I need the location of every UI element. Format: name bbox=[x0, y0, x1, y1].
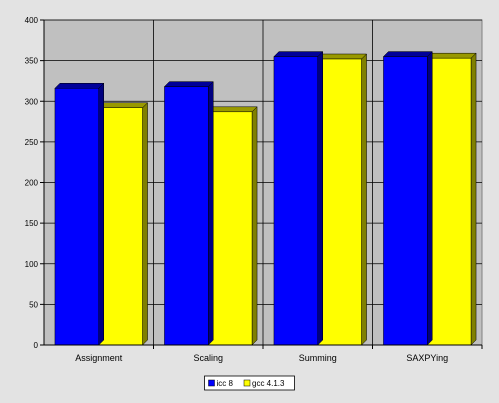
bar-top-face bbox=[54, 83, 105, 89]
bar-icc-8-assignment bbox=[54, 82, 105, 346]
bar-gcc-4.1.3-summing bbox=[317, 53, 368, 346]
bar-side-face bbox=[251, 106, 258, 346]
y-tick-label: 100 bbox=[25, 260, 39, 269]
bars bbox=[54, 50, 477, 346]
bar-top-face bbox=[98, 102, 149, 108]
legend: icc 8 gcc 4.1.3 bbox=[204, 375, 295, 391]
x-tick-label: SAXPYing bbox=[406, 353, 448, 363]
bar-top-face bbox=[382, 51, 433, 57]
legend-swatch bbox=[243, 379, 251, 387]
bar-front-face bbox=[208, 111, 253, 346]
bar-side-face bbox=[142, 102, 148, 346]
y-tick-label: 250 bbox=[25, 138, 39, 147]
axes bbox=[40, 19, 483, 349]
bar-gcc-4.1.3-saxpying bbox=[426, 52, 477, 346]
bar-top-face bbox=[163, 81, 214, 87]
bar-gcc-4.1.3-scaling bbox=[207, 106, 258, 346]
bar-side-face bbox=[317, 50, 323, 346]
bar-side-face bbox=[470, 52, 477, 346]
legend-item: icc 8 bbox=[208, 379, 234, 388]
legend-swatch bbox=[208, 379, 215, 387]
y-tick-label: 150 bbox=[25, 219, 39, 228]
x-tick-label: Summing bbox=[299, 353, 337, 363]
bar-front-face bbox=[427, 57, 472, 346]
bar-gcc-4.1.3-assignment bbox=[98, 102, 149, 346]
bar-side-face bbox=[208, 81, 214, 346]
y-tick-label: 0 bbox=[34, 341, 39, 350]
legend-item: gcc 4.1.3 bbox=[243, 379, 285, 388]
bar-side-face bbox=[427, 50, 433, 346]
bar-front-face bbox=[273, 56, 319, 346]
x-tick-label: Assignment bbox=[75, 353, 123, 363]
legend-label: icc 8 bbox=[217, 379, 234, 388]
bar-front-face bbox=[98, 107, 143, 346]
y-tick-label: 400 bbox=[25, 16, 39, 25]
legend-label: gcc 4.1.3 bbox=[252, 379, 285, 388]
bar-front-face bbox=[54, 88, 99, 346]
bar-icc-8-scaling bbox=[163, 81, 214, 346]
bar-top-face bbox=[207, 106, 258, 113]
y-tick-label: 300 bbox=[25, 97, 39, 106]
bar-top-face bbox=[426, 52, 477, 59]
y-tick-label: 350 bbox=[25, 57, 39, 66]
bar-side-face bbox=[361, 53, 367, 346]
bar-icc-8-saxpying bbox=[382, 50, 433, 346]
bar-top-face bbox=[317, 53, 368, 60]
bar-side-face bbox=[98, 82, 104, 346]
bar-icc-8-summing bbox=[273, 50, 324, 346]
bar-front-face bbox=[164, 86, 209, 346]
bar-front-face bbox=[383, 56, 428, 346]
y-tick-label: 50 bbox=[29, 300, 38, 309]
x-tick-labels: Assignment Scaling Summing SAXPYing bbox=[75, 353, 448, 363]
y-tick-label: 200 bbox=[25, 179, 39, 188]
x-tick-label: Scaling bbox=[193, 353, 223, 363]
y-tick-labels: 0 50 100 150 200 250 300 350 400 bbox=[25, 16, 39, 350]
bar-top-face bbox=[273, 51, 324, 57]
bar-front-face bbox=[317, 58, 362, 346]
